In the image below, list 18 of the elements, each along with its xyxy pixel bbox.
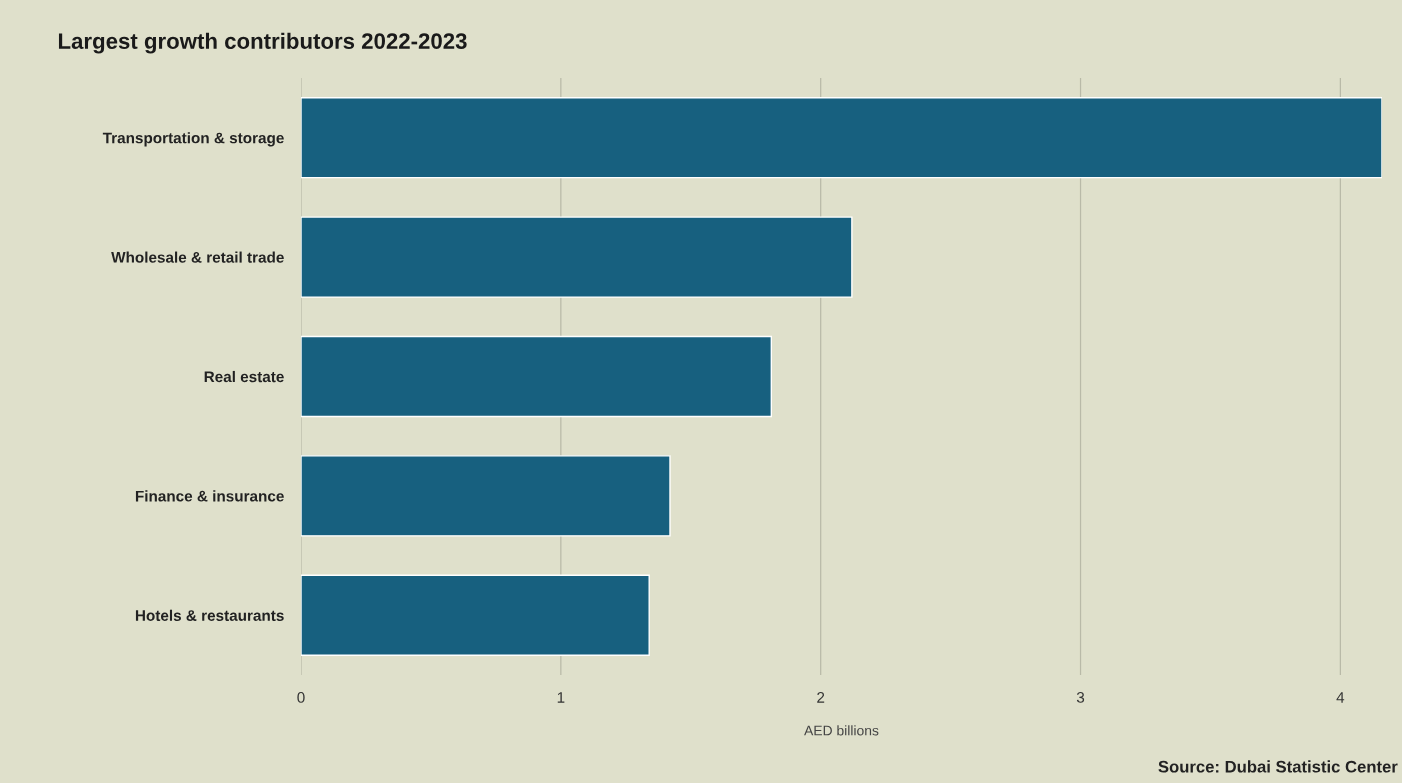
bar	[301, 455, 671, 537]
source-note: Source: Dubai Statistic Center	[1158, 760, 1398, 773]
x-axis-title: AED billions	[804, 725, 879, 736]
y-tick-label: Hotels & restaurants	[135, 609, 284, 621]
bar	[301, 216, 853, 298]
x-tick-label: 1	[557, 692, 565, 703]
x-tick-label: 0	[297, 692, 305, 703]
y-tick-label: Transportation & storage	[102, 132, 284, 147]
y-tick-label: Wholesale & retail trade	[111, 251, 284, 263]
x-tick-label: 2	[817, 692, 825, 703]
chart-title: Largest growth contributors 2022-2023	[58, 32, 467, 54]
x-tick-label: 4	[1336, 692, 1345, 703]
bar	[301, 574, 650, 656]
x-tick-label: 3	[1076, 692, 1085, 703]
bar	[301, 335, 773, 418]
y-tick-label: Real estate	[204, 370, 284, 383]
bar	[301, 96, 1382, 179]
y-tick-label: Finance & insurance	[135, 490, 284, 502]
